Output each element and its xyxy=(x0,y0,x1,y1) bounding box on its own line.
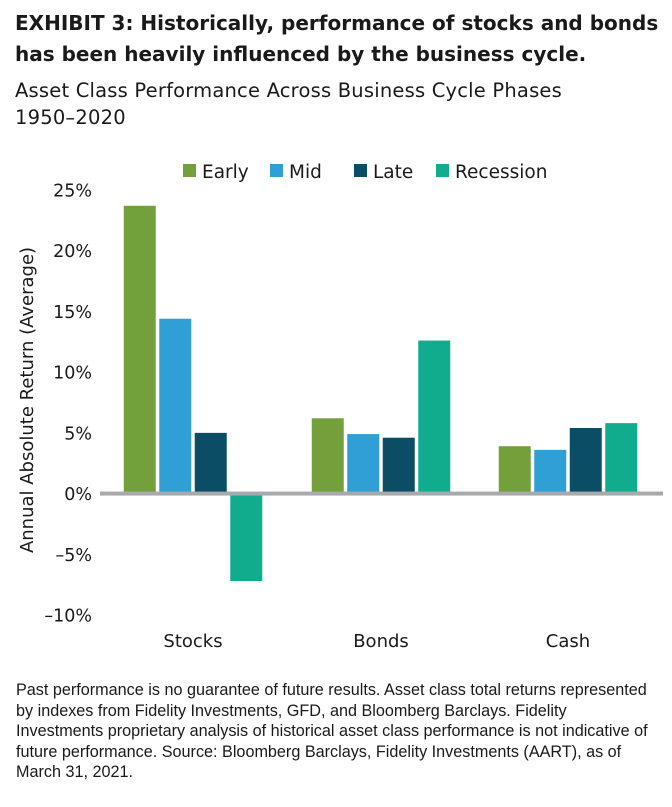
bar-chart: Annual Absolute Return (Average) Early Mi… xyxy=(17,162,663,652)
x-tick-label: Cash xyxy=(546,631,590,652)
legend-label: Mid xyxy=(289,162,322,183)
legend-swatch xyxy=(183,164,196,177)
bars xyxy=(100,205,663,581)
bar-cash-late xyxy=(569,428,602,494)
legend-swatch xyxy=(436,164,449,177)
bar-cash-mid xyxy=(534,449,567,494)
x-tick-label: Stocks xyxy=(163,631,222,652)
y-tick-label: –5% xyxy=(55,546,92,566)
footnote: Past performance is no guarantee of futu… xyxy=(16,681,648,781)
y-axis-ticks: 25% 20% 15% 10% 5% 0% –5% –10% xyxy=(44,182,92,627)
bar-bonds-recession xyxy=(418,340,451,494)
legend: Early Mid Late Recession xyxy=(183,162,547,183)
bar-bonds-late xyxy=(382,437,415,494)
y-axis-label: Annual Absolute Return (Average) xyxy=(17,247,38,553)
x-axis-ticks: Stocks Bonds Cash xyxy=(163,631,590,652)
zero-axis-line xyxy=(100,491,663,496)
y-tick-label: 25% xyxy=(53,182,92,202)
bar-stocks-recession xyxy=(230,493,263,581)
exhibit-title: EXHIBIT 3: Historically, performance of … xyxy=(15,11,659,66)
chart-title-line1: Asset Class Performance Across Business … xyxy=(15,79,562,102)
chart-title-line2: 1950–2020 xyxy=(15,106,126,129)
bar-stocks-late xyxy=(194,432,227,494)
chart-title: Asset Class Performance Across Business … xyxy=(15,77,655,131)
y-tick-label: 10% xyxy=(53,364,92,384)
legend-swatch xyxy=(270,164,283,177)
bar-bonds-early xyxy=(311,418,344,494)
legend-label: Late xyxy=(373,162,413,183)
x-tick-label: Bonds xyxy=(353,631,409,652)
legend-label: Early xyxy=(202,162,249,183)
y-tick-label: 0% xyxy=(64,485,92,505)
bar-cash-recession xyxy=(605,423,638,494)
bar-cash-early xyxy=(498,446,531,494)
bar-stocks-early xyxy=(123,205,156,494)
bar-bonds-mid xyxy=(347,434,380,494)
y-tick-label: 20% xyxy=(53,242,92,262)
legend-swatch xyxy=(354,164,367,177)
bar-stocks-mid xyxy=(159,318,192,494)
y-tick-label: 15% xyxy=(53,303,92,323)
legend-label: Recession xyxy=(455,162,547,183)
y-tick-label: 5% xyxy=(64,424,92,444)
y-tick-label: –10% xyxy=(44,607,92,627)
